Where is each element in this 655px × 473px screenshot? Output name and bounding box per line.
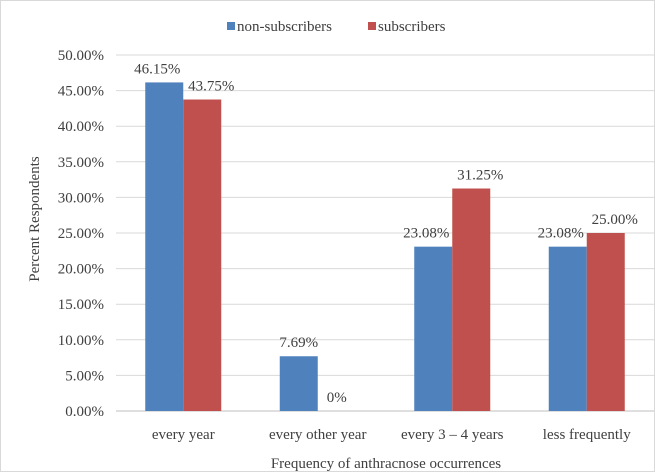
bar-non-subscribers-1 [279,356,318,411]
y-tick-label: 10.00% [58,333,104,349]
bar-non-subscribers-3 [548,246,587,411]
bar-non-subscribers-2 [414,246,453,411]
data-label-subscribers-0: 43.75% [188,79,234,95]
bar-subscribers-2 [452,188,491,411]
bar-subscribers-0 [183,99,222,411]
bars [145,82,625,412]
data-label-non-subscribers-1: 7.69% [279,335,318,351]
y-tick-label: 15.00% [58,297,104,313]
y-tick-label: 45.00% [58,84,104,100]
legend: non-subscribers subscribers [227,19,446,35]
legend-label-non-subscribers: non-subscribers [237,19,332,35]
x-axis-title: Frequency of anthracnose occurrences [271,456,501,472]
y-tick-label: 5.00% [65,368,104,384]
data-label-subscribers-3: 25.00% [592,212,638,228]
y-tick-label: 0.00% [65,404,104,420]
y-tick-label: 20.00% [58,262,104,278]
data-label-subscribers-2: 31.25% [457,168,503,184]
y-tick-label: 25.00% [58,226,104,242]
y-axis-title: Percent Respondents [27,156,43,282]
y-tick-label: 40.00% [58,119,104,135]
bar-non-subscribers-0 [145,82,184,412]
legend-label-subscribers: subscribers [378,19,446,35]
x-category-label: every 3 – 4 years [401,427,504,443]
y-tick-labels: 0.00% 5.00% 10.00% 15.00% 20.00% 25.00% 30.00%… [58,48,104,420]
x-category-label: less frequently [543,427,631,443]
legend-swatch-non-subscribers [227,22,235,30]
legend-swatch-subscribers [368,22,376,30]
x-category-label: every year [152,427,215,443]
bar-subscribers-3 [586,233,625,411]
x-category-label: every other year [269,427,366,443]
data-label-non-subscribers-2: 23.08% [403,226,449,242]
data-labels: 46.15% 43.75% 7.69% 0% 23.08% 31.25% 23.08% 25.… [134,61,638,406]
x-category-labels: every year every other year every 3 – 4 ye… [152,427,631,443]
data-label-non-subscribers-3: 23.08% [538,226,584,242]
data-label-non-subscribers-0: 46.15% [134,61,180,77]
data-label-subscribers-1: 0% [327,390,347,406]
y-tick-label: 50.00% [58,48,104,64]
y-tick-label: 30.00% [58,190,104,206]
y-tick-label: 35.00% [58,155,104,171]
